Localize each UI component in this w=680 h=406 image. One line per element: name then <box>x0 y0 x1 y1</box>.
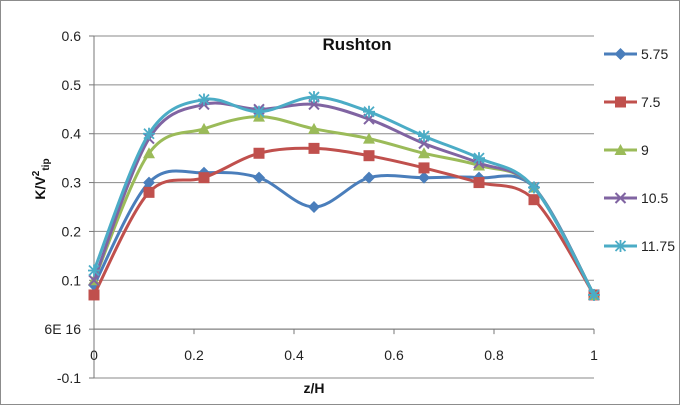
data-point-stroke <box>308 91 320 103</box>
series-line <box>92 95 596 296</box>
x-tick-label: 0.8 <box>484 347 504 363</box>
data-point <box>88 264 100 277</box>
y-tick-label: -0.1 <box>57 370 81 386</box>
data-point-stroke <box>143 128 155 140</box>
data-point <box>363 132 375 144</box>
series-10.5 <box>88 98 600 301</box>
data-point <box>253 171 265 184</box>
series-group <box>88 91 600 301</box>
legend-item: 7.5 <box>604 94 661 110</box>
legend-marker <box>614 240 627 252</box>
y-axis-label-sub: tip <box>41 158 52 170</box>
data-point <box>308 122 320 134</box>
data-point <box>308 201 320 213</box>
data-point <box>143 127 155 140</box>
series-line <box>92 115 596 296</box>
series-line <box>92 146 596 296</box>
y-axis-label-sup: 2 <box>31 170 42 176</box>
y-tick-label: 0.5 <box>62 77 82 93</box>
x-tick-label: 1 <box>590 347 598 363</box>
data-point <box>143 147 155 159</box>
chart-title: Rushton <box>323 35 392 54</box>
data-point-stroke <box>88 264 100 277</box>
data-point <box>143 186 155 198</box>
data-point <box>198 122 210 134</box>
y-tick-label: 0.3 <box>62 175 82 191</box>
legend-marker <box>614 48 627 60</box>
legend: 5.75 7.5 9 10.5 11.75 <box>604 46 675 254</box>
data-point <box>473 152 485 165</box>
data-point-stroke <box>198 93 210 106</box>
data-point <box>528 181 540 194</box>
legend-marker-stroke <box>614 240 627 252</box>
data-point <box>528 194 540 206</box>
legend-item: 11.75 <box>604 238 675 254</box>
legend-label: 11.75 <box>641 238 675 254</box>
data-point <box>588 288 600 301</box>
data-point <box>418 171 430 184</box>
data-point <box>253 105 265 118</box>
data-point <box>198 93 210 106</box>
data-point <box>418 130 430 143</box>
data-point <box>363 105 375 118</box>
y-axis-label-base: K/V <box>32 176 48 200</box>
gridlines <box>94 35 594 379</box>
data-point <box>418 162 430 174</box>
legend-item: 9 <box>604 142 649 158</box>
data-point <box>418 147 430 159</box>
legend-label: 9 <box>641 142 649 158</box>
series-line <box>92 101 596 296</box>
legend-marker-stroke <box>614 192 627 204</box>
axes: -0.1 6E 16 0.1 0.2 0.3 0.4 0.5 0.6 0 0.2 0.4 0.6 0.8… <box>44 28 598 386</box>
series-7.5 <box>88 142 600 301</box>
data-point <box>363 150 375 162</box>
data-point-stroke <box>588 289 600 301</box>
data-point-stroke <box>253 106 265 118</box>
x-axis-label: z/H <box>304 380 325 396</box>
legend-label: 5.75 <box>641 46 668 62</box>
data-point-stroke <box>473 152 485 164</box>
y-tick-label: 0.6 <box>62 28 82 44</box>
series-5.75 <box>88 166 600 301</box>
data-point <box>308 142 320 154</box>
legend-item: 10.5 <box>604 190 668 206</box>
x-tick-label: 0.2 <box>184 347 204 363</box>
data-point <box>253 147 265 159</box>
y-tick-label: 0.4 <box>62 126 82 142</box>
legend-item: 5.75 <box>604 46 668 62</box>
series-11.75 <box>88 91 600 301</box>
labels: Rushton z/H K/V2tip <box>31 35 391 396</box>
data-point <box>143 176 155 189</box>
x-tick-label: 0.6 <box>384 347 404 363</box>
data-point <box>88 274 100 286</box>
series-9 <box>88 110 600 300</box>
data-point-stroke <box>528 181 540 194</box>
data-point <box>473 177 485 189</box>
y-tick-label: 0.1 <box>62 272 82 288</box>
legend-marker <box>614 192 627 204</box>
x-tick-label: 0.4 <box>284 347 304 363</box>
legend-label: 10.5 <box>641 190 668 206</box>
y-axis-label: K/V2tip <box>31 158 52 199</box>
legend-label: 7.5 <box>641 94 661 110</box>
data-point <box>473 159 485 171</box>
x-tick-label: 0 <box>90 347 98 363</box>
legend-marker <box>615 96 626 108</box>
y-tick-label: 0.2 <box>62 223 82 239</box>
data-point-stroke <box>88 274 100 286</box>
y-tick-label: 6E 16 <box>44 321 81 337</box>
data-point <box>363 171 375 184</box>
data-point <box>88 289 100 301</box>
data-point <box>308 91 320 104</box>
data-point-stroke <box>418 130 430 142</box>
legend-marker <box>614 144 627 155</box>
data-point <box>198 172 210 184</box>
data-point-stroke <box>363 106 375 118</box>
